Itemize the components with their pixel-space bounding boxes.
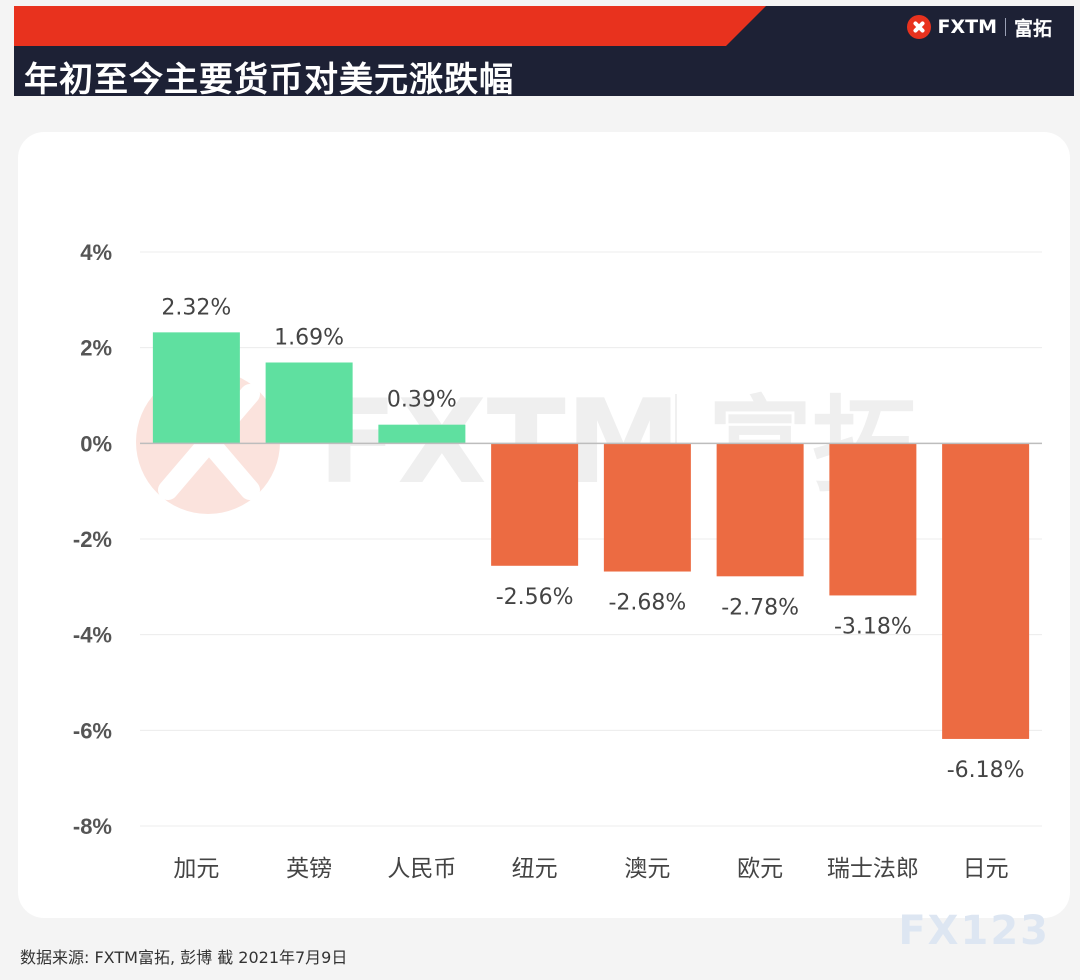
bar <box>603 443 691 572</box>
header: 年初至今主要货币对美元涨跌幅 FXTM 富拓 <box>14 6 1074 100</box>
bar <box>716 443 804 577</box>
y-tick-label: -8% <box>73 814 112 839</box>
axes: 4% 2% 0% -2% -4% -6% -8% 加元 英镑 人民币 纽元 澳元 欧元 瑞士法郎 日元 <box>73 240 1042 882</box>
y-tick-label: -6% <box>73 718 112 743</box>
x-tick-label: 加元 <box>173 856 219 882</box>
bar <box>491 443 579 566</box>
x-tick-label: 瑞士法郎 <box>827 856 919 882</box>
data-label: -6.18% <box>947 758 1025 783</box>
fxtm-logo-icon <box>907 15 932 39</box>
x-tick-label: 英镑 <box>286 856 332 882</box>
y-tick-label: -2% <box>73 527 112 552</box>
bar <box>265 362 353 444</box>
chart-card: FXTM 富拓 2.32% 1.69% 0.39% -2.56% -2.68% -2.78%… <box>18 132 1070 918</box>
x-tick-label: 日元 <box>963 856 1009 882</box>
y-tick-label: 0% <box>80 431 112 456</box>
source-note: 数据来源: FXTM富拓, 彭博 截 2021年7月9日 <box>20 948 348 967</box>
bar <box>152 332 240 444</box>
data-label: -2.78% <box>721 595 799 620</box>
x-tick-label: 欧元 <box>737 856 783 882</box>
corner-watermark: FX123 <box>898 908 1050 954</box>
y-tick-label: 4% <box>80 240 112 265</box>
data-label: -2.56% <box>496 585 574 610</box>
data-label: 2.32% <box>161 295 231 320</box>
page-title: 年初至今主要货币对美元涨跌幅 <box>24 60 514 100</box>
header-dark-band <box>726 6 1074 46</box>
data-labels: 2.32% 1.69% 0.39% -2.56% -2.68% -2.78% -3.18% -… <box>161 295 1024 783</box>
brand-logo: FXTM 富拓 <box>907 14 1052 40</box>
x-tick-label: 人民币 <box>387 856 456 882</box>
data-label: -2.68% <box>608 591 686 616</box>
y-tick-label: -4% <box>73 623 112 648</box>
x-tick-label: 纽元 <box>512 856 558 882</box>
brand-name: FXTM <box>937 16 997 38</box>
y-tick-label: 2% <box>80 336 112 361</box>
data-label: -3.18% <box>834 614 912 639</box>
bars <box>152 332 1030 739</box>
gridlines <box>140 251 1042 827</box>
brand-divider <box>1004 18 1006 36</box>
title-bar <box>14 46 1074 96</box>
bar <box>378 424 466 444</box>
bar <box>829 443 917 596</box>
data-label: 1.69% <box>274 325 344 350</box>
x-tick-label: 澳元 <box>624 856 670 882</box>
bar-chart: FXTM 富拓 2.32%1.69%0.39%-2.56% -2.68% -2.78%… <box>73 240 1042 882</box>
bar <box>942 443 1030 739</box>
brand-cn: 富拓 <box>1013 17 1052 40</box>
data-label: 0.39% <box>387 388 457 413</box>
